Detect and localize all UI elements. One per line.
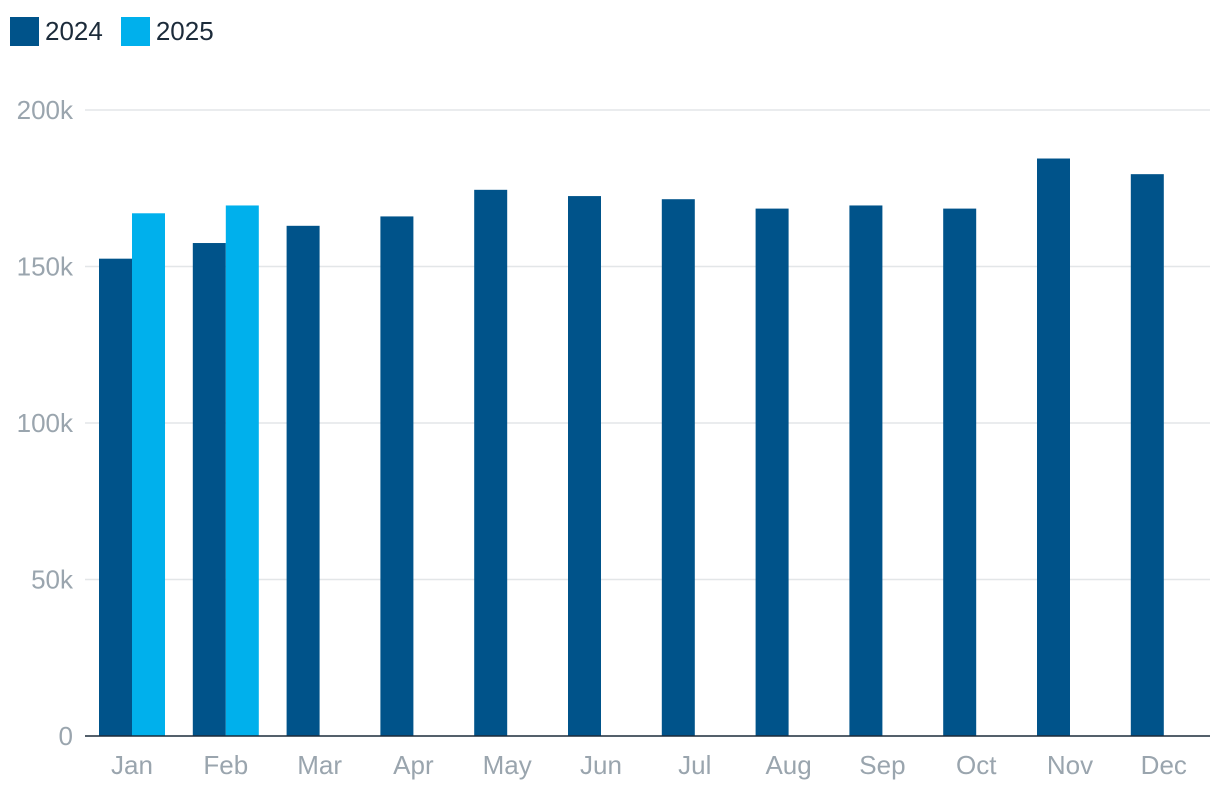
y-tick-label: 100k: [17, 408, 74, 438]
bar-2024-jan: [99, 258, 132, 736]
bar-2024-sep: [849, 205, 883, 737]
legend-swatch-2024: [10, 17, 39, 46]
legend-label-2025: 2025: [155, 16, 214, 46]
legend-swatch-2025: [120, 17, 150, 46]
x-tick-label: Sep: [859, 750, 905, 780]
x-tick-label: Jul: [678, 750, 711, 780]
bar-2024-feb: [192, 243, 226, 736]
y-tick-label: 50k: [31, 565, 74, 595]
x-tick-label: Nov: [1047, 750, 1093, 780]
y-tick-label: 0: [59, 721, 73, 751]
legend-label-2024: 2024: [45, 16, 103, 46]
legend-item-2024[interactable]: 2024: [10, 16, 103, 47]
x-tick-label: Mar: [297, 750, 342, 780]
bar-2024-dec: [1130, 174, 1164, 737]
x-tick-label: May: [483, 750, 532, 780]
x-tick-label: Jun: [580, 750, 622, 780]
bar-2025-jan: [132, 213, 165, 737]
x-tick-label: Aug: [765, 750, 811, 780]
bar-2024-may: [474, 189, 508, 736]
x-tick-label: Oct: [956, 750, 997, 780]
bar-2024-nov: [1037, 158, 1070, 736]
x-tick-label: Apr: [393, 750, 434, 780]
bar-2024-mar: [286, 225, 320, 736]
legend-item-2025[interactable]: 2025: [120, 16, 214, 47]
bar-2024-oct: [943, 208, 977, 737]
bar-2024-apr: [380, 216, 414, 737]
chart-legend: 2024 2025: [10, 16, 232, 47]
bar-2024-aug: [755, 208, 789, 737]
bar-2024-jul: [661, 199, 695, 736]
x-tick-label: Feb: [203, 750, 248, 780]
y-tick-label: 150k: [17, 252, 74, 282]
bar-2025-feb: [225, 205, 259, 737]
bar-2024-jun: [568, 196, 601, 736]
y-tick-label: 200k: [17, 95, 74, 125]
x-tick-label: Dec: [1141, 750, 1187, 780]
x-tick-label: Jan: [111, 750, 153, 780]
